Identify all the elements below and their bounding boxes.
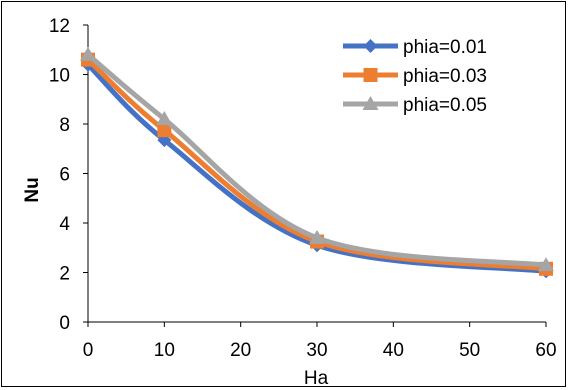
x-tick-label: 10 xyxy=(154,340,175,361)
y-axis-label: Nu xyxy=(22,177,43,202)
y-tick-label: 6 xyxy=(59,165,70,186)
x-tick-label: 60 xyxy=(535,340,556,361)
x-tick-label: 0 xyxy=(83,340,94,361)
legend-label: phia=0.01 xyxy=(403,37,487,58)
legend-item: phia=0.01 xyxy=(343,37,487,58)
series-layer xyxy=(80,46,554,279)
series-line xyxy=(85,62,549,274)
legend-label: phia=0.03 xyxy=(403,66,487,87)
data-point xyxy=(538,257,554,272)
data-point xyxy=(156,111,173,126)
series-line xyxy=(85,52,549,268)
x-axis-label: Ha xyxy=(304,368,329,389)
legend-swatch-marker xyxy=(363,68,378,82)
y-tick-label: 10 xyxy=(49,66,70,87)
legend-item: phia=0.03 xyxy=(343,66,487,87)
y-tick-label: 0 xyxy=(59,313,70,334)
y-tick-label: 12 xyxy=(49,16,70,37)
series-3 xyxy=(80,46,554,272)
legend-swatch-marker xyxy=(362,96,379,110)
y-tick-label: 8 xyxy=(59,115,70,136)
data-point xyxy=(309,229,325,244)
y-tick-label: 2 xyxy=(59,264,70,285)
data-point xyxy=(80,46,96,61)
legend: phia=0.01 phia=0.03 phia=0.05 xyxy=(343,37,487,116)
y-ticks: 0 2 4 6 8 10 12 xyxy=(49,16,88,334)
legend-item: phia=0.05 xyxy=(343,95,487,116)
x-tick-label: 50 xyxy=(459,340,480,361)
series-line xyxy=(85,57,549,272)
x-tick-label: 30 xyxy=(306,340,327,361)
y-tick-label: 4 xyxy=(59,214,70,235)
x-tick-label: 20 xyxy=(230,340,251,361)
data-point xyxy=(157,123,172,138)
x-tick-label: 40 xyxy=(383,340,404,361)
legend-swatch-marker xyxy=(363,39,378,53)
x-ticks: 0 10 20 30 40 50 60 xyxy=(83,322,557,361)
legend-label: phia=0.05 xyxy=(403,95,487,116)
